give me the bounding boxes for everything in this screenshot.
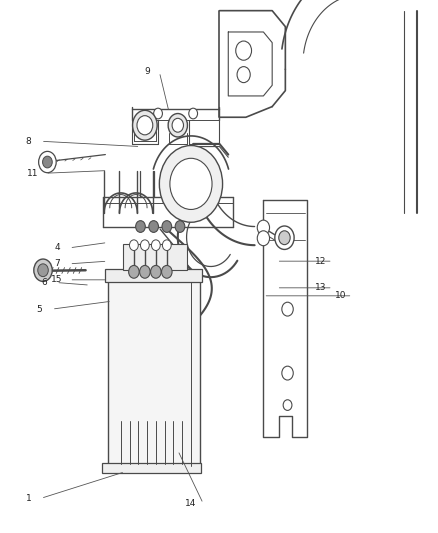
Circle shape: [257, 231, 269, 246]
Bar: [102, 463, 201, 473]
Text: 7: 7: [54, 260, 60, 268]
Circle shape: [137, 116, 152, 135]
Text: 11: 11: [27, 169, 39, 177]
Circle shape: [188, 108, 197, 119]
Circle shape: [162, 221, 171, 232]
Circle shape: [139, 265, 150, 278]
Circle shape: [274, 226, 293, 249]
Circle shape: [237, 67, 250, 83]
Text: 9: 9: [144, 68, 150, 76]
Text: 13: 13: [314, 284, 325, 292]
Circle shape: [135, 221, 145, 232]
Circle shape: [150, 265, 161, 278]
Text: 10: 10: [334, 292, 345, 300]
Circle shape: [281, 302, 293, 316]
Circle shape: [151, 240, 160, 251]
Text: 6: 6: [41, 278, 47, 287]
Circle shape: [153, 108, 162, 119]
Circle shape: [132, 110, 157, 140]
Circle shape: [170, 158, 212, 209]
Circle shape: [148, 221, 158, 232]
Circle shape: [257, 220, 269, 235]
Bar: [105, 269, 201, 282]
Circle shape: [128, 265, 139, 278]
Circle shape: [129, 240, 138, 251]
Circle shape: [235, 41, 251, 60]
Circle shape: [42, 156, 52, 168]
Text: 12: 12: [314, 257, 325, 265]
Circle shape: [34, 259, 52, 281]
Text: 1: 1: [25, 494, 32, 503]
Circle shape: [175, 221, 184, 232]
Text: 5: 5: [36, 305, 42, 313]
Circle shape: [159, 146, 222, 222]
Circle shape: [39, 151, 56, 173]
Circle shape: [38, 264, 48, 277]
Bar: [107, 280, 199, 466]
Circle shape: [168, 114, 187, 137]
Circle shape: [161, 265, 172, 278]
Circle shape: [281, 366, 293, 380]
Circle shape: [140, 240, 149, 251]
Circle shape: [162, 240, 171, 251]
Text: 15: 15: [51, 276, 63, 284]
Circle shape: [283, 400, 291, 410]
Circle shape: [172, 118, 183, 132]
Bar: [123, 244, 186, 270]
Text: 14: 14: [185, 499, 196, 508]
Text: 8: 8: [25, 137, 32, 146]
Circle shape: [278, 231, 290, 245]
Text: 4: 4: [54, 244, 60, 252]
